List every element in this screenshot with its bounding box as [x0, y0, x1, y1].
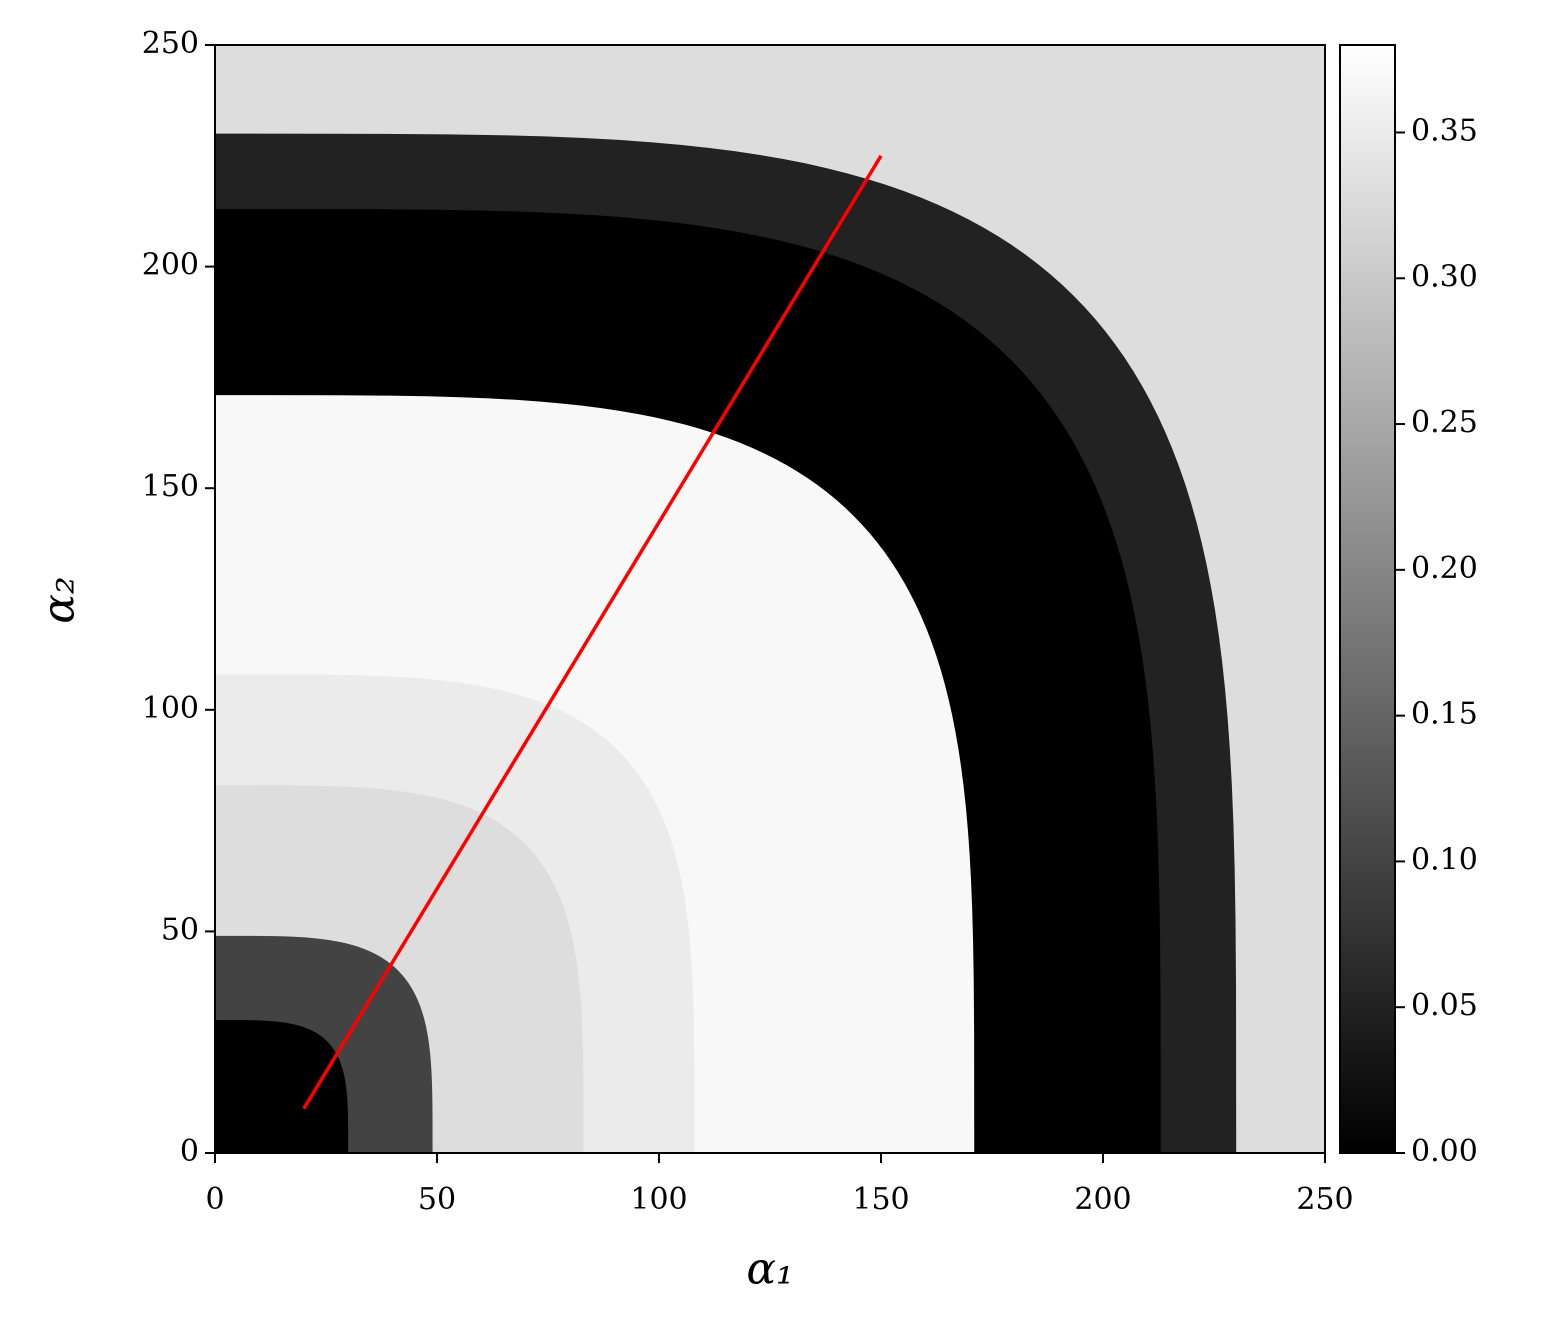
heatmap	[215, 45, 1325, 1153]
colorbar-tick-label: 0.20	[1411, 551, 1478, 586]
x-tick-label: 150	[852, 1182, 909, 1217]
y-tick-label: 50	[161, 912, 199, 947]
y-tick-label: 100	[142, 691, 199, 726]
x-axis-label: α₁	[746, 1244, 793, 1295]
red-line	[302, 154, 883, 1110]
y-axis-label: α₂	[34, 576, 85, 623]
colorbar-tick-label: 0.00	[1411, 1134, 1478, 1169]
y-tick-label: 250	[142, 26, 199, 61]
colorbar-tick-label: 0.35	[1411, 113, 1478, 148]
x-tick-label: 250	[1296, 1182, 1353, 1217]
y-tick-label: 200	[142, 248, 199, 283]
colorbar-tick-label: 0.15	[1411, 697, 1478, 732]
x-tick-label: 200	[1074, 1182, 1131, 1217]
plot-frame	[214, 44, 1326, 1154]
colorbar-tick-label: 0.30	[1411, 259, 1478, 294]
colorbar-tick-label: 0.05	[1411, 988, 1478, 1023]
colorbar-tick-label: 0.10	[1411, 842, 1478, 877]
y-tick-label: 150	[142, 469, 199, 504]
x-tick-label: 50	[418, 1182, 456, 1217]
x-tick-label: 0	[205, 1182, 224, 1217]
colorbar-tick-label: 0.25	[1411, 405, 1478, 440]
y-tick-label: 0	[180, 1134, 199, 1169]
x-tick-label: 100	[630, 1182, 687, 1217]
heat-region	[215, 1020, 349, 1153]
colorbar	[1339, 44, 1396, 1154]
